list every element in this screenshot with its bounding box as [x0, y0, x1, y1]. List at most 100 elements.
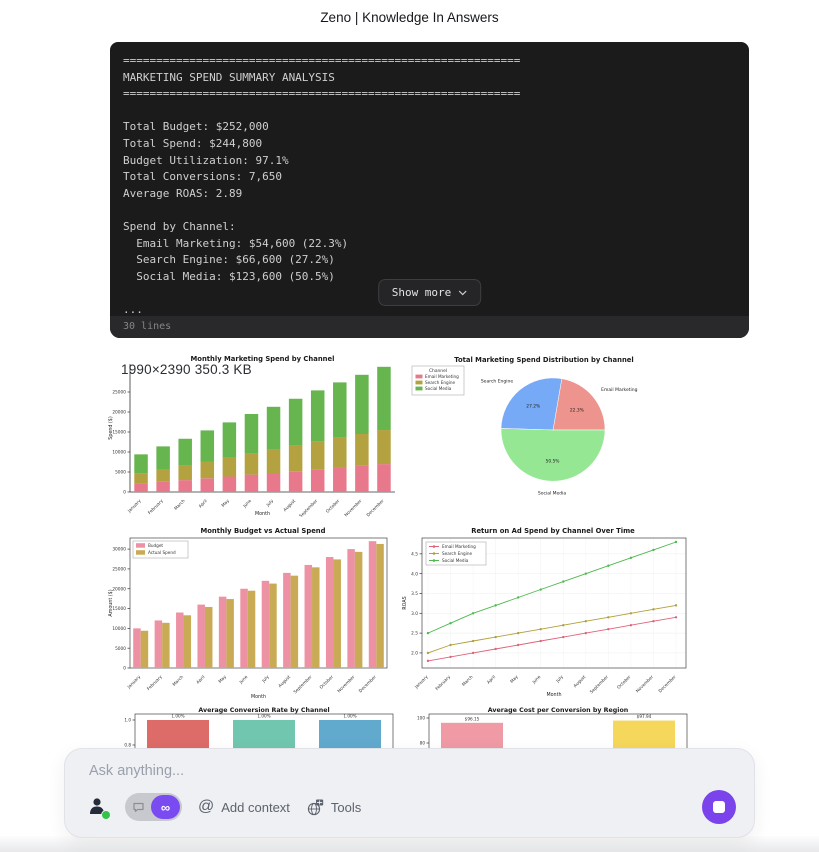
- mode-toggle[interactable]: ∞: [125, 793, 182, 821]
- chart-budget-vs-actual: Monthly Budget vs Actual Spend 0 5000 10000…: [105, 520, 397, 705]
- svg-text:30000: 30000: [112, 547, 126, 553]
- svg-text:25000: 25000: [112, 390, 126, 396]
- terminal-line: Social Media: $123,600 (50.5%): [123, 269, 335, 283]
- tools-button[interactable]: Tools: [306, 799, 361, 816]
- svg-text:May: May: [217, 674, 228, 685]
- svg-text:Actual Spend: Actual Spend: [148, 550, 176, 555]
- svg-text:100: 100: [417, 716, 425, 721]
- terminal-line: Total Spend: $244,800: [123, 136, 263, 150]
- show-more-button[interactable]: Show more: [377, 279, 482, 306]
- svg-text:3.0: 3.0: [411, 611, 418, 617]
- svg-text:June: June: [238, 674, 250, 686]
- svg-text:June: June: [241, 498, 253, 510]
- svg-text:Email Marketing: Email Marketing: [601, 387, 637, 393]
- svg-text:4.5: 4.5: [411, 551, 418, 557]
- terminal-line: Total Conversions: 7,650: [123, 170, 282, 184]
- svg-text:March: March: [461, 674, 475, 688]
- svg-text:Search Engine: Search Engine: [481, 379, 514, 385]
- message-input[interactable]: Ask anything...: [89, 763, 185, 779]
- svg-text:Social Media: Social Media: [442, 558, 469, 563]
- svg-text:$97.94: $97.94: [637, 714, 652, 719]
- svg-text:Social Media: Social Media: [425, 386, 452, 391]
- terminal-line: Total Budget: $252,000: [123, 120, 269, 134]
- svg-text:Social Media: Social Media: [538, 490, 567, 496]
- svg-text:May: May: [220, 498, 231, 509]
- svg-text:September: September: [292, 674, 313, 695]
- tools-globe-icon: [307, 799, 324, 815]
- svg-text:Month: Month: [546, 692, 561, 698]
- svg-text:ROAS: ROAS: [402, 596, 408, 609]
- svg-text:5000: 5000: [115, 646, 126, 652]
- svg-text:March: March: [173, 498, 187, 512]
- terminal-line: [123, 103, 736, 120]
- svg-text:February: February: [147, 498, 165, 516]
- svg-text:Email Marketing: Email Marketing: [425, 374, 459, 379]
- svg-text:1.00%: 1.00%: [257, 714, 270, 719]
- svg-text:10000: 10000: [112, 450, 126, 456]
- page-bottom-fade: [0, 836, 819, 852]
- svg-text:20000: 20000: [112, 586, 126, 592]
- svg-text:80: 80: [420, 741, 426, 746]
- tools-label: Tools: [330, 799, 362, 815]
- terminal-line: Budget Utilization: 97.1%: [123, 153, 289, 167]
- svg-text:Average Cost per Conversion by: Average Cost per Conversion by Region: [488, 707, 629, 714]
- svg-text:Monthly Marketing Spend by Cha: Monthly Marketing Spend by Channel: [191, 355, 335, 363]
- svg-text:August: August: [282, 498, 297, 513]
- svg-text:March: March: [171, 674, 185, 688]
- chat-composer: Ask anything... ∞ @ Add context: [64, 748, 755, 838]
- svg-text:June: June: [531, 674, 543, 686]
- chat-bubble-icon: [125, 801, 151, 814]
- svg-text:Monthly Budget vs Actual Spend: Monthly Budget vs Actual Spend: [200, 527, 325, 535]
- chart-roas-lines: Return on Ad Spend by Channel Over Time 2…: [398, 520, 690, 705]
- svg-text:January: January: [413, 674, 430, 691]
- svg-text:April: April: [195, 674, 206, 685]
- svg-text:November: November: [336, 674, 356, 694]
- svg-text:$96.15: $96.15: [465, 716, 480, 721]
- add-context-button[interactable]: @ Add context: [198, 798, 290, 816]
- svg-text:November: November: [635, 674, 655, 694]
- svg-text:0: 0: [123, 490, 126, 496]
- composer-toolbar: ∞ @ Add context Tools: [87, 789, 736, 825]
- svg-text:Month: Month: [255, 511, 270, 517]
- svg-text:Email Marketing: Email Marketing: [442, 544, 476, 549]
- svg-text:27.2%: 27.2%: [526, 403, 540, 409]
- terminal-line: Email Marketing: $54,600 (22.3%): [123, 236, 349, 250]
- svg-text:5000: 5000: [115, 470, 126, 476]
- svg-text:0.8: 0.8: [124, 743, 131, 748]
- chart-monthly-spend-stacked: Monthly Marketing Spend by Channel 0 5000 1…: [105, 352, 397, 517]
- terminal-line: ========================================…: [123, 54, 521, 67]
- terminal-line: Search Engine: $66,600 (27.2%): [123, 253, 335, 267]
- line-count-label: 30 lines: [110, 316, 749, 338]
- svg-text:January: January: [126, 674, 143, 691]
- svg-text:July: July: [260, 674, 271, 685]
- terminal-line: [123, 202, 736, 219]
- terminal-lines: ========================================…: [110, 42, 749, 316]
- svg-text:February: February: [146, 674, 164, 692]
- terminal-line: ========================================…: [123, 87, 521, 101]
- svg-text:Spend ($): Spend ($): [108, 416, 114, 440]
- svg-text:May: May: [509, 674, 520, 685]
- svg-text:0: 0: [123, 666, 126, 672]
- svg-text:10000: 10000: [112, 626, 126, 632]
- svg-text:December: December: [657, 674, 677, 694]
- svg-text:January: January: [126, 498, 143, 515]
- svg-text:4.0: 4.0: [411, 571, 418, 577]
- svg-text:Total Marketing Spend Distribu: Total Marketing Spend Distribution by Ch…: [454, 356, 633, 364]
- svg-text:Budget: Budget: [148, 543, 163, 548]
- svg-text:September: September: [589, 674, 610, 695]
- terminal-line: Spend by Channel:: [123, 219, 236, 233]
- svg-text:October: October: [325, 498, 342, 515]
- svg-text:September: September: [298, 498, 319, 517]
- svg-text:April: April: [486, 674, 497, 685]
- svg-text:2.5: 2.5: [411, 631, 418, 637]
- svg-text:Amount ($): Amount ($): [108, 589, 114, 616]
- svg-text:15000: 15000: [112, 606, 126, 612]
- persona-button[interactable]: [87, 796, 111, 820]
- stop-button[interactable]: [702, 790, 736, 824]
- svg-text:Average Conversion Rate by Cha: Average Conversion Rate by Channel: [198, 707, 329, 714]
- terminal-line: MARKETING SPEND SUMMARY ANALYSIS: [123, 70, 335, 84]
- svg-text:20000: 20000: [112, 410, 126, 416]
- svg-text:1.0: 1.0: [124, 718, 131, 723]
- at-icon: @: [198, 798, 215, 815]
- infinity-icon: ∞: [151, 795, 180, 819]
